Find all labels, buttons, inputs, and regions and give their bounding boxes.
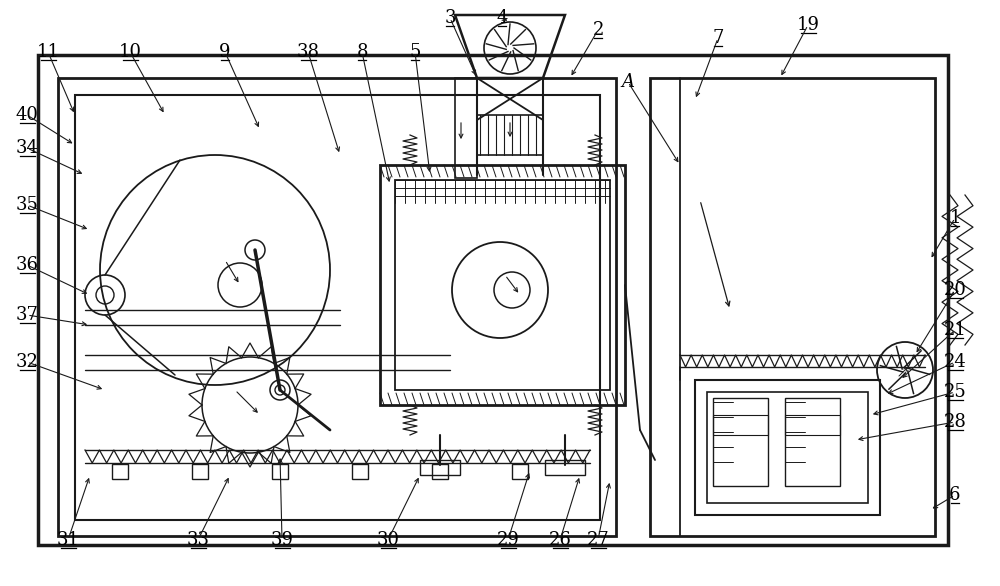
Text: 6: 6 [949, 486, 961, 504]
Text: 26: 26 [549, 531, 571, 549]
Text: 27: 27 [587, 531, 609, 549]
Bar [380, 165, 625, 405]
Bar [432, 464, 448, 479]
Text: 1: 1 [949, 209, 961, 227]
Bar [272, 464, 288, 479]
Text: 37: 37 [16, 306, 38, 324]
Bar [75, 95, 600, 520]
Text: 25: 25 [944, 383, 966, 401]
Bar [455, 78, 477, 178]
Text: 29: 29 [497, 531, 519, 549]
Text: 9: 9 [219, 43, 231, 61]
Text: 40: 40 [16, 106, 38, 124]
Text: 38: 38 [296, 43, 320, 61]
Bar [650, 78, 935, 536]
Bar [477, 115, 543, 155]
Text: 21: 21 [944, 321, 966, 339]
Text: 34: 34 [16, 139, 38, 157]
Text: 33: 33 [186, 531, 210, 549]
Text: 31: 31 [56, 531, 80, 549]
Bar [713, 415, 768, 435]
Bar [395, 180, 610, 390]
Bar [112, 464, 128, 479]
Bar [58, 78, 616, 536]
Bar [785, 398, 840, 486]
Text: 11: 11 [36, 43, 60, 61]
Text: 7: 7 [712, 29, 724, 47]
Text: 36: 36 [16, 256, 38, 274]
Bar [785, 415, 840, 435]
Text: 35: 35 [16, 196, 38, 214]
Bar [695, 380, 880, 515]
Text: 3: 3 [444, 9, 456, 27]
Text: 8: 8 [356, 43, 368, 61]
Text: 28: 28 [944, 413, 966, 431]
Text: 30: 30 [376, 531, 400, 549]
Text: A: A [622, 73, 635, 91]
Bar [713, 398, 768, 486]
Text: 5: 5 [409, 43, 421, 61]
Bar [38, 55, 948, 545]
Text: 10: 10 [119, 43, 142, 61]
Bar [192, 464, 208, 479]
Bar [707, 392, 868, 503]
Text: 4: 4 [496, 9, 508, 27]
Text: 24: 24 [944, 353, 966, 371]
Text: 32: 32 [16, 353, 38, 371]
Text: 2: 2 [592, 21, 604, 39]
Bar [545, 460, 585, 475]
Bar [352, 464, 368, 479]
Bar [420, 460, 460, 475]
Text: 39: 39 [270, 531, 294, 549]
Bar [512, 464, 528, 479]
Text: 20: 20 [944, 281, 966, 299]
Text: 19: 19 [796, 16, 820, 34]
